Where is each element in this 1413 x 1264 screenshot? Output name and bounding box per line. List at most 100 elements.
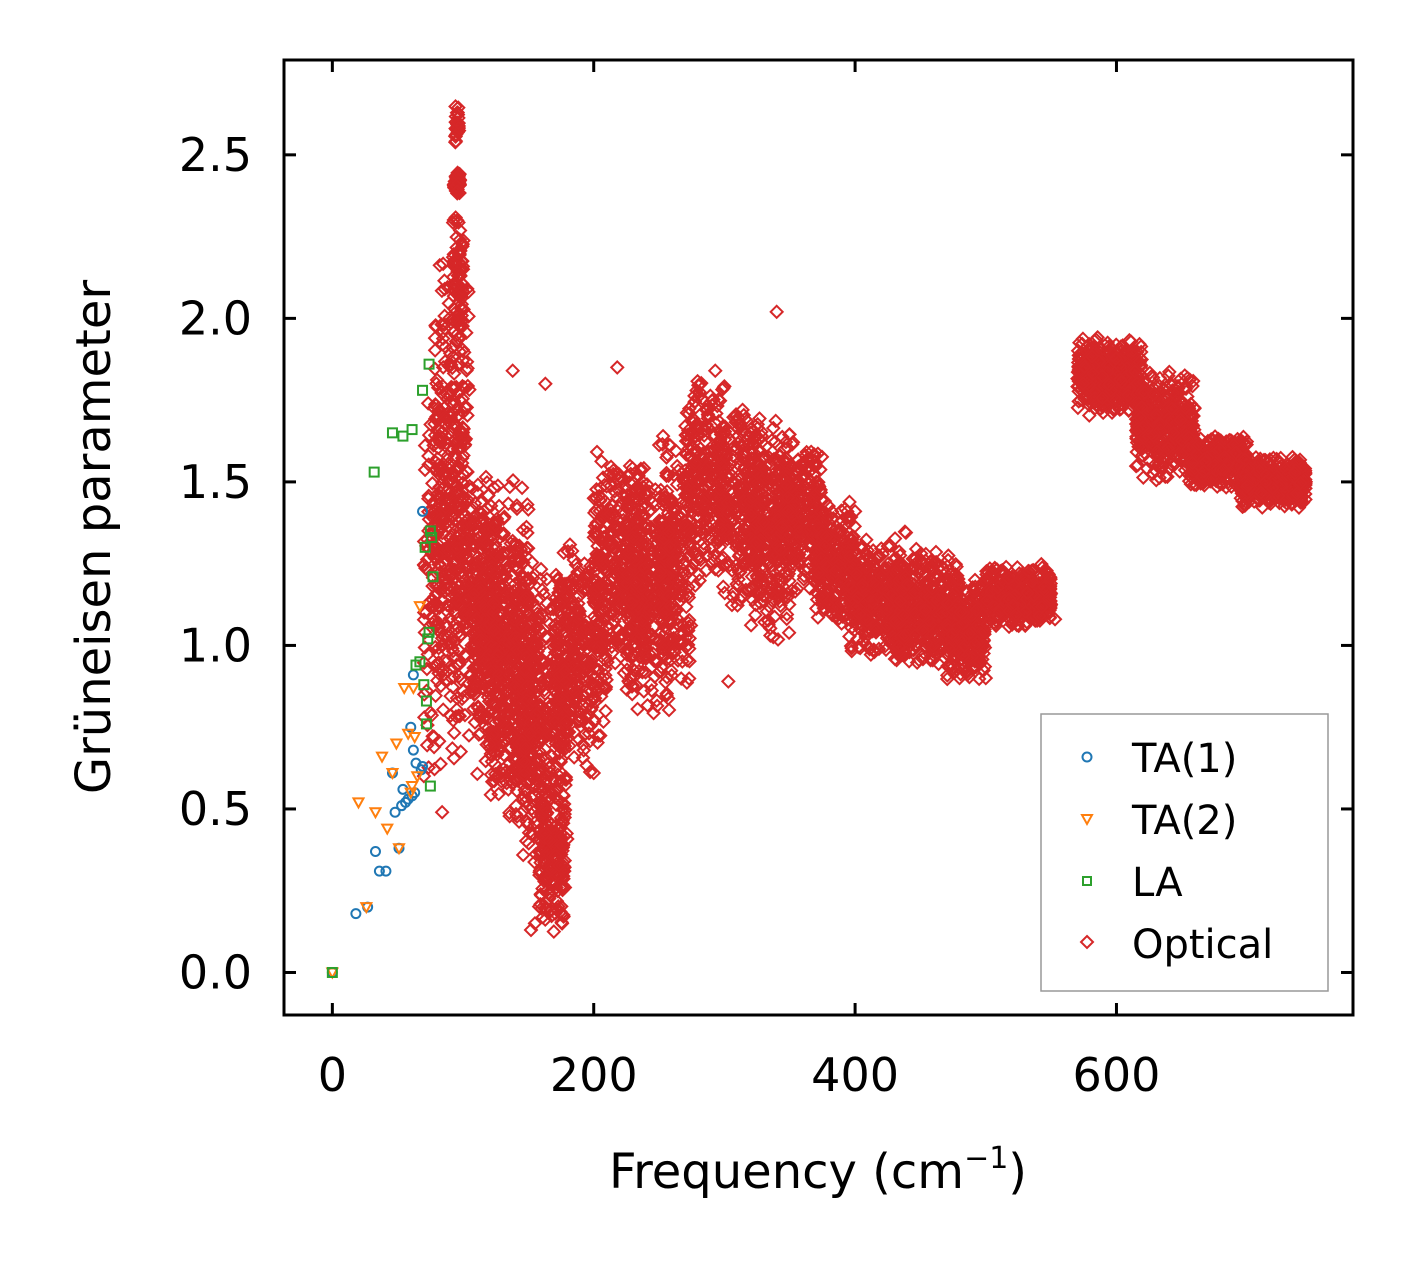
optical-point [459,400,475,415]
optical-point [490,478,506,494]
optical-point [420,646,436,662]
optical-point [479,475,495,490]
optical-point [491,714,507,730]
optical-point [472,514,488,530]
optical-point [494,699,510,715]
optical-point [475,552,490,568]
optical-point [454,253,470,269]
optical-point [454,432,470,448]
optical-point [451,356,467,372]
optical-point [546,924,562,939]
optical-point [427,658,442,674]
data-points-layer [325,99,1314,980]
optical-point [428,688,444,704]
optical-point [484,754,500,769]
optical-point [421,427,437,443]
optical-point [451,115,467,131]
optical-point [456,448,471,463]
optical-point [487,517,503,533]
optical-point [434,413,450,428]
optical-point [430,380,446,396]
optical-point [457,602,473,618]
optical-point [450,176,466,191]
optical-point [459,531,474,547]
optical-point [500,496,516,512]
optical-point [416,686,432,702]
optical-point [447,128,463,144]
optical-point [468,611,484,627]
optical-point [464,480,480,496]
optical-point [438,673,454,688]
optical-point [443,531,458,547]
optical-point [496,525,512,541]
optical-point [490,647,506,663]
optical-point [493,738,509,754]
optical-point [450,245,466,260]
optical-point [431,619,447,635]
optical-point [458,593,474,609]
optical-point [438,339,453,355]
optical-point [426,729,442,745]
optical-point [450,100,466,116]
optical-point [500,782,516,797]
optical-point [482,736,498,752]
optical-point [455,352,471,368]
optical-point [449,229,465,245]
optical-point [419,737,435,753]
optical-point [661,702,677,718]
optical-point [438,499,454,515]
optical-point [439,653,455,669]
optical-point [457,437,473,453]
optical-point [451,294,467,309]
optical-point [429,462,444,477]
optical-point [459,540,475,556]
optical-point [470,700,486,716]
optical-point [442,500,458,515]
optical-point [486,595,502,611]
optical-point [486,773,502,789]
optical-point [428,601,444,617]
optical-point [445,215,461,231]
optical-point [478,469,494,485]
optical-point [444,741,460,756]
optical-point [489,511,505,527]
optical-point [457,707,473,723]
optical-point [443,708,458,724]
optical-point [446,366,462,381]
optical-point [483,664,499,680]
optical-point [446,725,462,741]
optical-point [491,654,506,670]
optical-point [466,586,482,602]
optical-point [430,522,445,538]
optical-point [463,500,479,516]
optical-point [467,686,483,702]
optical-point [417,625,433,640]
optical-point [458,606,474,622]
optical-point [427,416,442,432]
optical-point [451,668,467,684]
optical-point [448,210,464,225]
optical-point [467,545,483,561]
optical-point [450,459,466,474]
optical-point [437,320,453,336]
optical-point [480,488,496,503]
optical-point [781,625,797,641]
optical-point [434,385,450,401]
optical-point [427,639,443,655]
optical-point [439,553,455,569]
optical-point [491,667,507,683]
optical-point [433,511,449,527]
optical-point [470,564,486,580]
optical-point [448,99,463,114]
optical-point [432,404,448,420]
optical-point [495,548,511,564]
optical-point [445,311,461,327]
optical-point [424,525,440,541]
optical-point [420,504,436,520]
optical-point [495,527,511,543]
optical-point [468,659,484,674]
optical-point [438,616,454,632]
optical-point [460,464,475,480]
optical-point [449,185,465,201]
optical-point [442,636,458,652]
